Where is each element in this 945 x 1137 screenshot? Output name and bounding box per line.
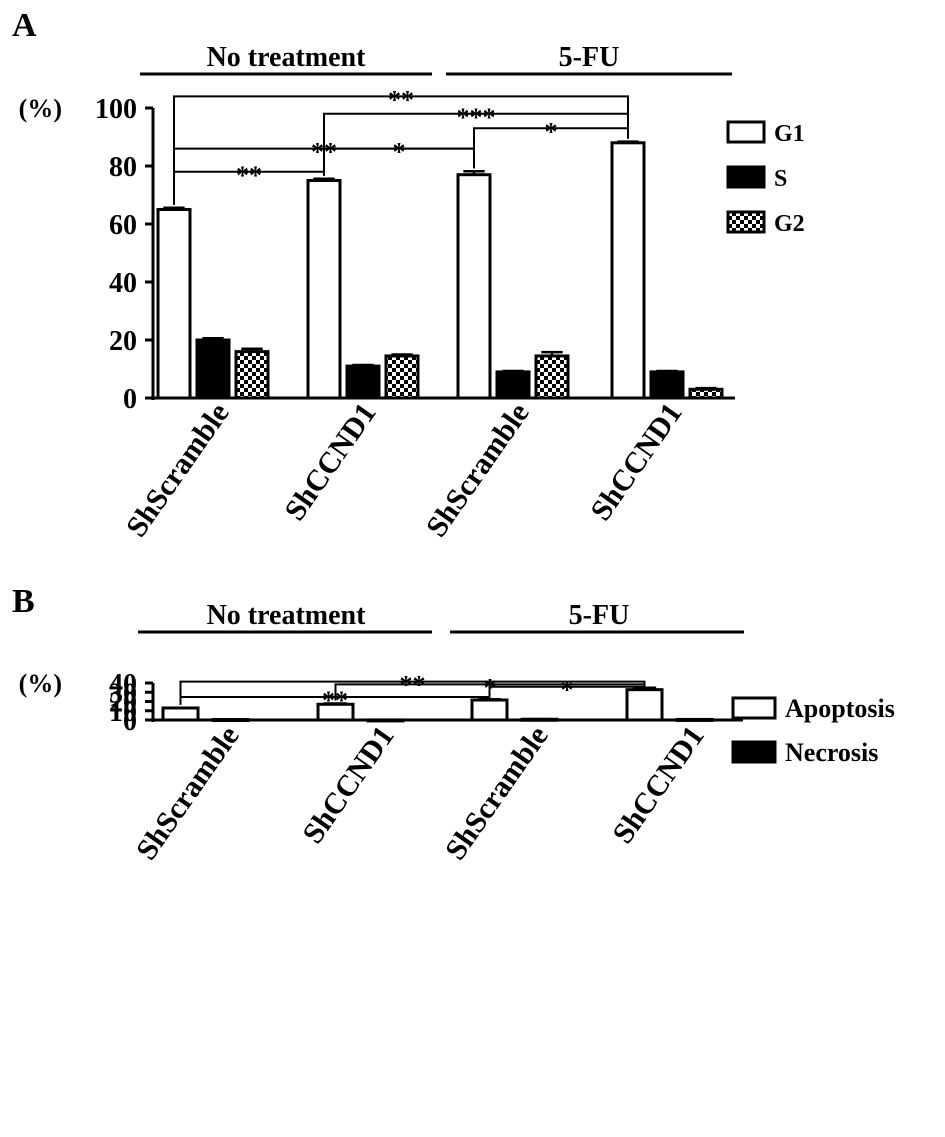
panel-a: No treatment 5-FU (%) 0 20 40 60 80 100 ShScrambl… [19,42,805,543]
significance-bracket [323,112,629,176]
x-category-label: ShCCND1 [606,720,710,850]
legend-label-g1: G1 [774,121,805,147]
x-category-label: ShScramble [130,720,246,866]
significance-bracket [173,170,325,205]
legend-swatch-g1 [726,120,766,144]
significance-label: * [393,138,406,167]
panel-letter-b: B [12,583,35,620]
y-tick-label: 40 [109,268,137,299]
y-axis-unit-label: (%) [19,94,62,123]
significance-bracket [488,684,646,697]
y-tick-label: 60 [109,210,137,241]
x-category-label: ShCCND1 [296,720,400,850]
x-category-label: ShScramble [120,397,236,543]
significance-label: * [545,117,558,146]
significance-label: ** [236,161,262,190]
group-label: No treatment [207,600,367,631]
y-tick-label: 20 [109,688,137,719]
y-tick-label: 100 [95,94,137,125]
bar-s-3 [495,370,531,400]
panel-letter-a: A [12,7,37,44]
bar-g1-4 [610,141,646,400]
legend-swatch-g2 [726,210,766,234]
bar-s-4 [649,370,685,400]
bar-g2-1 [234,350,270,400]
y-tick-label: 0 [123,384,137,415]
significance-label: *** [457,103,496,132]
x-category-label: ShScramble [439,720,555,866]
x-category-label: ShScramble [420,397,536,543]
significance-bracket [334,683,646,701]
y-axis-unit-label: (%) [19,669,62,698]
significance-label: ** [322,686,348,715]
group-label: 5-FU [559,42,620,73]
legend-label-s: S [774,166,787,192]
significance-bracket [179,680,646,705]
significance-bracket [179,696,491,705]
significance-label: ** [388,85,414,114]
bar-s-2 [345,364,381,400]
legend-label-apoptosis: Apoptosis [785,694,895,723]
bar-g2-4 [688,387,724,400]
significance-label: ** [311,138,337,167]
y-tick-label: 30 [109,678,137,709]
group-label: No treatment [207,42,367,73]
legend-swatch-necrosis [731,740,777,764]
legend-label-g2: G2 [774,211,805,237]
significance-label: * [561,676,574,705]
bar-s-1 [195,338,231,400]
bar-g1-2 [306,179,342,400]
y-tick-label: 80 [109,152,137,183]
bar-g2-2 [384,354,420,400]
legend-swatch-s [726,165,766,189]
y-tick-label: 40 [109,669,137,700]
bar-apoptosis-3 [470,698,509,722]
bar-g1-1 [156,208,192,400]
y-tick-label: 0 [123,706,137,737]
bar-apoptosis-1 [161,706,200,722]
x-category-label: ShCCND1 [584,397,688,527]
bar-g2-3 [534,354,570,400]
legend-swatch-apoptosis [731,696,777,720]
legend-label-necrosis: Necrosis [785,738,878,767]
y-tick-label: 20 [109,326,137,357]
group-label: 5-FU [569,600,630,631]
bar-g1-3 [456,173,492,400]
bar-apoptosis-4 [625,688,664,722]
x-category-label: ShCCND1 [278,397,382,527]
y-tick-label: 10 [109,697,137,728]
